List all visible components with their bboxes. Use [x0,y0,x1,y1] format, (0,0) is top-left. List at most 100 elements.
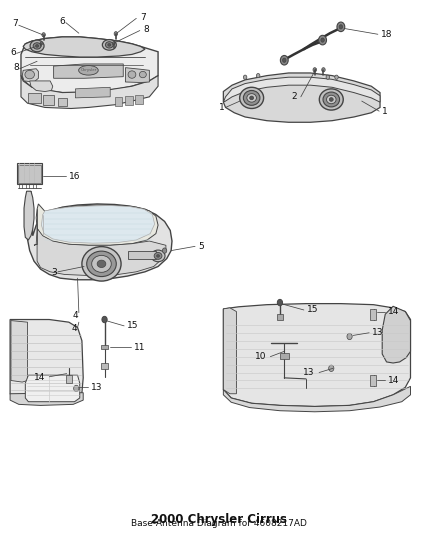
Ellipse shape [92,255,111,272]
Text: Base-Antenna Diagram for 4608217AD: Base-Antenna Diagram for 4608217AD [131,520,307,528]
Text: 1: 1 [219,103,225,112]
Ellipse shape [323,92,339,107]
Text: 4: 4 [71,324,77,333]
Bar [277,314,283,319]
Text: 13: 13 [372,328,384,337]
Text: 5: 5 [198,242,204,251]
Ellipse shape [97,260,106,268]
Ellipse shape [128,71,136,78]
Circle shape [277,300,283,306]
Circle shape [337,22,345,31]
Ellipse shape [156,255,159,257]
Ellipse shape [33,43,41,49]
Text: Chrysler: Chrysler [80,68,96,72]
Circle shape [328,365,334,372]
Ellipse shape [250,96,254,100]
Polygon shape [24,191,34,240]
Ellipse shape [326,95,336,104]
Ellipse shape [108,44,111,46]
Ellipse shape [240,87,264,109]
Circle shape [162,248,167,253]
Bar [125,96,133,106]
Polygon shape [75,87,110,98]
Polygon shape [382,306,410,363]
Text: 10: 10 [254,352,266,361]
Polygon shape [125,68,149,83]
Circle shape [42,33,46,37]
Text: 13: 13 [303,368,315,377]
Text: 1: 1 [382,107,388,116]
Ellipse shape [151,250,165,262]
Circle shape [319,35,326,45]
Polygon shape [10,393,83,406]
Bar [17,163,42,184]
Ellipse shape [154,253,162,260]
Text: 8: 8 [13,63,19,72]
Bar [43,95,53,105]
Polygon shape [25,191,172,280]
Polygon shape [36,204,158,245]
Polygon shape [11,320,28,382]
Circle shape [102,317,107,322]
Polygon shape [23,37,145,57]
Text: 7: 7 [140,13,145,22]
Ellipse shape [30,40,44,52]
Text: 16: 16 [69,172,80,181]
Text: 15: 15 [127,321,139,330]
Circle shape [326,75,329,79]
Circle shape [322,68,325,72]
Circle shape [280,55,288,65]
Ellipse shape [79,66,98,75]
Bar [115,97,122,107]
Bar [280,353,289,359]
Text: 11: 11 [134,343,145,352]
Ellipse shape [35,45,39,47]
Bar [101,345,109,349]
Circle shape [283,58,286,62]
Text: 6: 6 [10,48,16,57]
Polygon shape [42,206,155,243]
Polygon shape [10,319,83,403]
Ellipse shape [329,98,333,101]
Circle shape [256,74,260,78]
Polygon shape [22,69,39,82]
Bar [135,95,143,104]
Circle shape [74,385,79,392]
Bar [58,99,67,107]
Ellipse shape [319,89,343,110]
Text: 2: 2 [292,92,297,101]
Polygon shape [223,304,410,407]
Ellipse shape [82,247,121,281]
Text: 8: 8 [143,25,149,34]
Text: 4: 4 [73,311,78,320]
Circle shape [244,75,247,79]
Circle shape [114,31,117,36]
Circle shape [113,42,115,45]
Polygon shape [223,73,380,122]
Polygon shape [53,64,123,78]
Bar [66,375,72,383]
Ellipse shape [87,251,116,277]
Text: 13: 13 [91,383,102,392]
Polygon shape [223,77,380,102]
Ellipse shape [244,91,260,106]
Ellipse shape [25,70,35,79]
Polygon shape [30,81,53,92]
Ellipse shape [247,94,256,102]
Bar [371,375,376,386]
Text: 6: 6 [60,17,65,26]
Text: 18: 18 [381,30,392,39]
Ellipse shape [139,71,146,78]
Bar [101,363,109,369]
Circle shape [335,75,338,79]
Circle shape [339,25,343,29]
Polygon shape [223,386,410,412]
Polygon shape [25,375,80,402]
Circle shape [313,68,317,72]
Bar [18,165,41,183]
Bar [371,309,376,319]
Text: 3: 3 [52,268,57,277]
Polygon shape [21,76,158,109]
Circle shape [347,333,352,340]
Ellipse shape [102,39,116,50]
